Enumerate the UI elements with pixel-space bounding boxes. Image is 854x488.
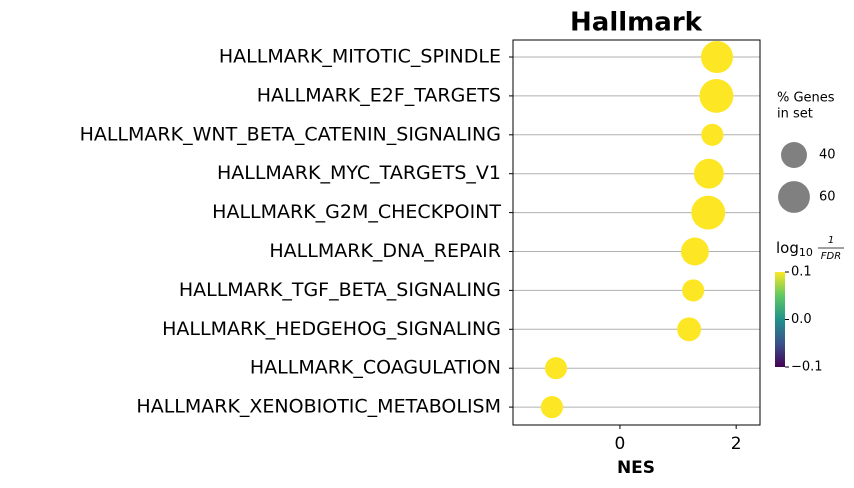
dot: [700, 40, 734, 74]
colorbar: [775, 272, 785, 367]
x-tick-label: 2: [731, 434, 742, 454]
colorbar-label-denominator: FDR: [821, 251, 841, 262]
y-tick-label: HALLMARK_G2M_CHECKPOINT: [212, 201, 501, 223]
y-tick-label: HALLMARK_COAGULATION: [250, 357, 501, 379]
dot: [540, 396, 564, 419]
plot-frame: [512, 39, 761, 426]
size-legend-title: % Genes: [777, 91, 835, 106]
dot: [680, 237, 709, 266]
colorbar-tick-label: 0.1: [791, 265, 812, 280]
size-legend-title: in set: [777, 107, 813, 122]
dot: [682, 279, 705, 302]
y-tick-label: HALLMARK_DNA_REPAIR: [269, 240, 501, 262]
size-legend-marker: [781, 142, 807, 168]
y-tick-label: HALLMARK_TGF_BETA_SIGNALING: [179, 279, 501, 301]
y-tick-label: HALLMARK_MYC_TARGETS_V1: [217, 162, 501, 184]
colorbar-label: log10: [776, 239, 813, 260]
chart-title: Hallmark: [570, 8, 703, 38]
colorbar-label-numerator: 1: [828, 235, 834, 246]
dot: [691, 195, 726, 230]
y-tick-label: HALLMARK_XENOBIOTIC_METABOLISM: [136, 396, 501, 418]
colorbar-tick-label: 0.0: [791, 312, 812, 327]
y-tick-label: HALLMARK_HEDGEHOG_SIGNALING: [162, 318, 501, 340]
x-tick-label: 0: [615, 434, 626, 454]
colorbar-label-part: 10: [799, 246, 813, 259]
dot: [699, 78, 734, 113]
y-tick-label: HALLMARK_MITOTIC_SPINDLE: [219, 46, 501, 68]
size-legend-label: 60: [819, 190, 836, 205]
y-tick-label: HALLMARK_WNT_BETA_CATENIN_SIGNALING: [80, 123, 501, 145]
colorbar-label-part: log: [776, 239, 799, 257]
dot: [544, 357, 568, 380]
dot: [677, 317, 702, 342]
x-axis-label: NES: [617, 458, 655, 478]
dot: [693, 158, 724, 189]
colorbar-tick-label: −0.1: [791, 360, 823, 375]
size-legend-label: 40: [819, 148, 836, 163]
size-legend-marker: [778, 181, 810, 213]
dot: [701, 123, 724, 146]
y-tick-label: HALLMARK_E2F_TARGETS: [257, 84, 501, 106]
